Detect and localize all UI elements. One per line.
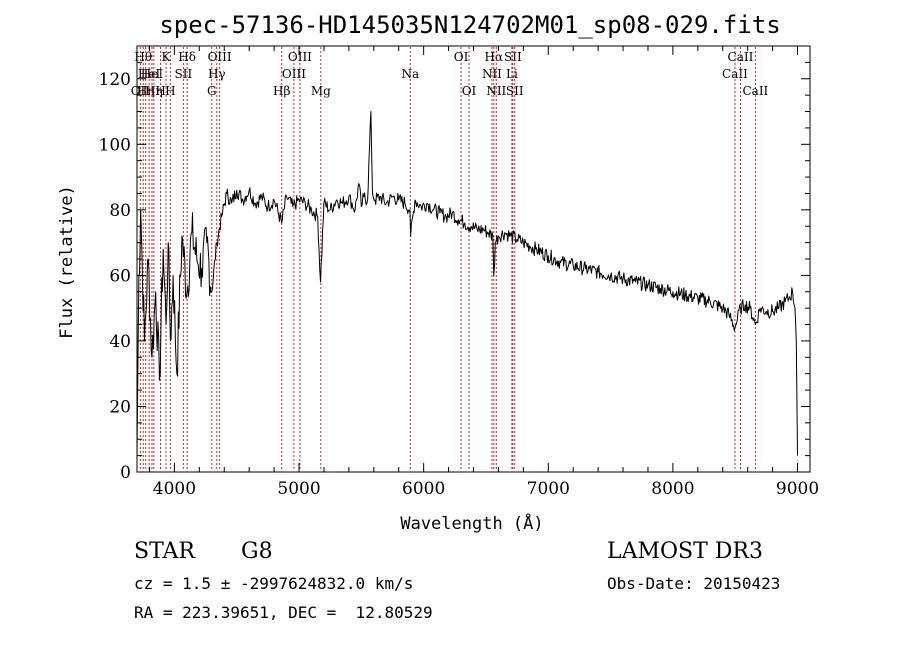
line-marker-label: Hγ (208, 67, 226, 81)
line-marker-label: Mg (311, 84, 331, 98)
line-marker-label: OIII (288, 50, 312, 64)
y-tick-label: 0 (120, 463, 131, 483)
spectral-lines-layer: OIIHθHηHeIHeIHηHKHSIIHδGHγOIIIHβOIIIOIII… (131, 47, 769, 471)
line-marker-label: Li (506, 67, 518, 81)
line-marker-label: H (155, 84, 165, 98)
line-marker-label: OI (454, 50, 469, 64)
y-tick-label: 120 (99, 70, 131, 90)
coordinates-line: RA = 223.39651, DEC = 12.80529 (134, 603, 433, 622)
x-tick-label: 9000 (776, 479, 819, 499)
object-type: STAR (134, 539, 195, 564)
x-tick-label: 8000 (651, 479, 694, 499)
line-marker-label: Hη (137, 84, 155, 98)
y-tick-label: 100 (99, 135, 131, 155)
line-marker-label: Hβ (273, 84, 290, 98)
line-marker-label: HeI (141, 67, 164, 81)
line-marker-label: CaII (728, 50, 754, 64)
redshift-line: cz = 1.5 ± -2997624832.0 km/s (134, 574, 414, 593)
y-tick-label: 80 (109, 201, 131, 221)
line-marker-label: HeI (138, 67, 161, 81)
x-tick-label: 7000 (527, 479, 570, 499)
line-marker-label: NII (482, 67, 502, 81)
line-marker-label: G (207, 84, 217, 98)
line-marker-label: OI (462, 84, 477, 98)
chart-title: spec-57136-HD145035N124702M01_sp08-029.f… (159, 11, 780, 39)
x-axis-label: Wavelength (Å) (400, 512, 543, 534)
x-tick-label: 4000 (153, 479, 196, 499)
line-marker-label: CaII (742, 84, 768, 98)
series-layer (136, 111, 798, 456)
y-tick-label: 60 (109, 266, 131, 286)
line-marker-label: Hδ (178, 50, 196, 64)
y-tick-label: 40 (109, 332, 131, 352)
line-marker-label: NII (486, 84, 506, 98)
spectrum-series-line (136, 111, 798, 456)
y-axis-label: Flux (relative) (57, 185, 77, 339)
x-tick-label: 5000 (277, 479, 320, 499)
line-marker-label: SII (506, 84, 524, 98)
line-marker-label: SII (175, 67, 193, 81)
line-marker-label: Hα (485, 50, 504, 64)
spectral-subclass: G8 (241, 539, 273, 564)
line-marker-label: SII (504, 50, 522, 64)
observation-date: Obs-Date: 20150423 (607, 574, 781, 593)
survey-name: LAMOST DR3 (607, 539, 763, 564)
line-marker-label: K (162, 50, 172, 64)
line-marker-label: OIII (282, 67, 306, 81)
line-marker-label: H (165, 84, 175, 98)
line-marker-label: Hθ (134, 50, 152, 64)
x-tick-label: 6000 (402, 479, 445, 499)
axis-ticks-layer: 4000 5000 6000 7000 8000 9000 0 20 40 60 80 100 120 (99, 46, 819, 499)
y-tick-label: 20 (109, 397, 131, 417)
line-marker-label: OIII (208, 50, 232, 64)
plot-frame (136, 45, 811, 473)
line-marker-label: Hη (145, 84, 163, 98)
line-marker-label: Na (401, 67, 419, 81)
line-marker-label: CaII (722, 67, 748, 81)
